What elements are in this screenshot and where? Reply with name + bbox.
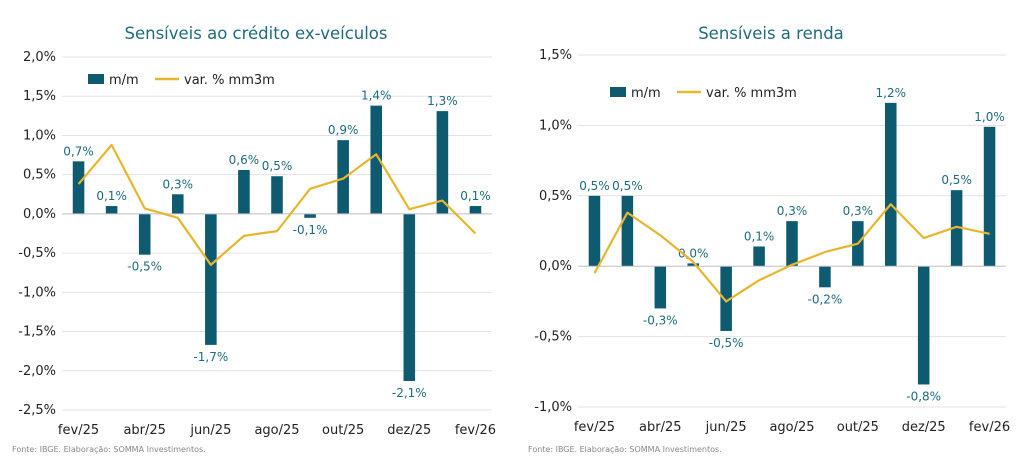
x-tick-label: dez/25 [387,423,431,438]
y-tick-label: 2,0% [23,50,56,65]
bar-mm [917,266,930,385]
bar-data-label: 0,5% [579,179,610,193]
bar-data-label: -1,7% [193,350,228,364]
bar-data-label: 0,3% [843,204,874,218]
x-tick-label: abr/25 [123,423,166,438]
x-tick-label: abr/25 [639,420,682,435]
bar-data-label: 0,9% [328,123,359,137]
y-tick-label: -2,0% [18,364,56,379]
y-tick-label: -1,5% [18,325,56,340]
bar-data-label: 0,1% [96,189,127,203]
legend: m/m var. % mm3m [610,86,797,101]
bar-mm [983,126,996,267]
source-note: Fonte: IBGE. Elaboração: SOMMA Investime… [528,445,722,454]
y-tick-label: 0,5% [539,189,572,204]
y-tick-label: 1,0% [23,128,56,143]
bar-mm [819,266,831,288]
bar-mm [885,102,897,267]
x-tick-label: jun/25 [705,420,747,435]
bar-data-label: 0,3% [777,204,808,218]
bar-data-label: -0,3% [643,313,678,327]
bar-mm [304,213,316,218]
bar-mm [205,213,217,345]
y-tick-label: -1,0% [534,400,572,415]
bar-data-label: -0,2% [808,292,843,306]
chart-income-sensitive: Sensíveis a renda 1,5% 1,0% 0,5% 0,0% -0,5% -1… [528,24,1010,454]
bar-mm [238,169,250,214]
bar-data-label: 0,6% [229,153,260,167]
line-mm3m [77,143,477,266]
bar-data-label: -0,8% [906,389,941,403]
legend-swatch-bar [88,74,104,84]
y-tick-label: 1,0% [539,118,572,133]
bar-data-label: -2,1% [392,386,427,400]
bar-data-label: 0,5% [941,173,972,187]
bar-data-label: 0,1% [744,229,775,243]
bar-data-label: -0,1% [293,223,328,237]
bar-data-label: -0,5% [709,336,744,350]
x-tick-label: ago/25 [769,420,814,435]
bar-mm [105,206,118,214]
x-tick-label: dez/25 [902,420,946,435]
x-tick-label: jun/25 [189,423,231,438]
bar-mm [72,161,85,214]
bar-data-label: 1,2% [876,86,907,100]
x-tick-label: fev/26 [455,423,496,438]
legend-label-mm: m/m [631,86,661,101]
legend-label-mm3m: var. % mm3m [706,86,797,101]
bar-data-label: 0,5% [262,159,293,173]
bar-data-label: -0,5% [127,260,162,274]
bar-mm [271,176,283,214]
bar-mm [370,105,383,214]
bar-mm [687,263,699,267]
x-tick-label: fev/25 [574,420,615,435]
chart-credit-sensitive: Sensíveis ao crédito ex-veículos 2,0% 1,5%… [12,24,496,454]
y-tick-label: 0,0% [23,207,56,222]
bar-mm [753,246,765,267]
y-tick-label: -0,5% [534,330,572,345]
y-tick-label: 1,5% [23,89,56,104]
bar-mm [588,195,601,267]
bar-mm [720,266,732,331]
bar-data-label: 1,0% [974,110,1005,124]
bar-mm [403,213,416,381]
x-tick-label: out/25 [837,420,879,435]
bar-data-label: 1,3% [427,94,458,108]
legend-label-mm: m/m [109,73,139,88]
y-tick-label: 0,0% [539,259,572,274]
bar-data-label: 0,1% [460,189,491,203]
y-tick-label: -2,5% [18,403,56,418]
bar-data-label: 1,4% [361,89,392,103]
y-tick-label: 1,5% [539,48,572,63]
bar-data-label: 0,5% [612,179,643,193]
chart-title: Sensíveis ao crédito ex-veículos [124,24,387,43]
x-tick-label: fev/25 [58,423,99,438]
bar-mm [950,190,963,267]
x-tick-label: out/25 [322,423,364,438]
bar-mm [436,111,449,214]
bar-mm [654,266,667,309]
bar-mm [786,221,798,267]
y-tick-label: 0,5% [23,168,56,183]
x-tick-label: ago/25 [254,423,299,438]
bar-mm [337,140,349,214]
bar-mm [138,213,151,255]
chart-title: Sensíveis a renda [698,24,844,43]
legend-label-mm3m: var. % mm3m [184,73,275,88]
bar-mm [469,206,482,214]
bar-mm [621,195,634,267]
y-tick-label: -0,5% [18,246,56,261]
bar-data-label: 0,7% [63,144,94,158]
bar-mm [171,194,184,214]
y-tick-label: -1,0% [18,285,56,300]
legend: m/m var. % mm3m [88,73,275,88]
legend-swatch-bar [610,87,626,97]
x-tick-label: fev/26 [969,420,1010,435]
line-mm3m [593,203,990,303]
bar-data-label: 0,3% [163,177,194,191]
source-note: Fonte: IBGE. Elaboração: SOMMA Investime… [12,445,206,454]
